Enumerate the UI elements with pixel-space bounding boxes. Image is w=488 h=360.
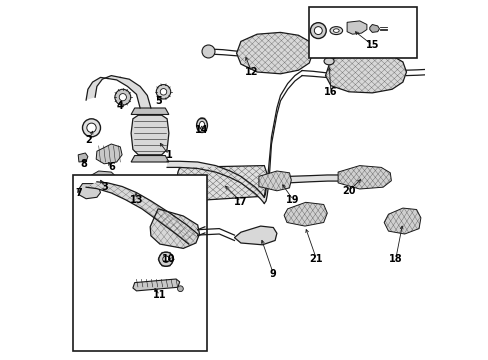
Polygon shape bbox=[131, 108, 168, 114]
Polygon shape bbox=[133, 279, 179, 291]
Text: 1: 1 bbox=[165, 150, 172, 160]
Polygon shape bbox=[369, 24, 379, 32]
Circle shape bbox=[87, 123, 96, 132]
Circle shape bbox=[202, 45, 215, 58]
Text: 17: 17 bbox=[234, 197, 247, 207]
Ellipse shape bbox=[196, 118, 207, 132]
Text: 19: 19 bbox=[286, 195, 299, 205]
Polygon shape bbox=[264, 178, 268, 203]
Polygon shape bbox=[284, 202, 326, 226]
Circle shape bbox=[115, 89, 130, 105]
Circle shape bbox=[132, 187, 137, 193]
Polygon shape bbox=[384, 208, 420, 234]
Text: 12: 12 bbox=[244, 67, 258, 77]
Text: 18: 18 bbox=[388, 254, 402, 264]
Bar bbox=[73, 175, 206, 351]
Polygon shape bbox=[131, 156, 168, 162]
Text: 11: 11 bbox=[153, 290, 166, 300]
Polygon shape bbox=[337, 166, 390, 189]
Text: 4: 4 bbox=[117, 101, 123, 111]
Polygon shape bbox=[325, 52, 406, 93]
Polygon shape bbox=[86, 182, 197, 244]
Ellipse shape bbox=[324, 58, 333, 65]
Text: 10: 10 bbox=[162, 254, 175, 264]
Text: 16: 16 bbox=[324, 87, 337, 97]
Polygon shape bbox=[236, 32, 312, 74]
Circle shape bbox=[82, 119, 101, 137]
Circle shape bbox=[119, 94, 126, 101]
Ellipse shape bbox=[333, 29, 339, 32]
Text: 20: 20 bbox=[342, 186, 355, 196]
Text: 9: 9 bbox=[269, 269, 276, 279]
Polygon shape bbox=[167, 161, 264, 203]
Polygon shape bbox=[258, 171, 291, 191]
Text: 7: 7 bbox=[75, 188, 82, 198]
Text: 3: 3 bbox=[101, 182, 108, 192]
Polygon shape bbox=[78, 153, 88, 162]
Text: 15: 15 bbox=[365, 40, 378, 50]
Text: 14: 14 bbox=[194, 125, 207, 135]
Text: 6: 6 bbox=[108, 162, 115, 172]
Polygon shape bbox=[86, 76, 120, 100]
Circle shape bbox=[156, 85, 170, 99]
Bar bbox=[309, 7, 416, 58]
Polygon shape bbox=[267, 175, 341, 184]
Circle shape bbox=[74, 179, 82, 188]
Polygon shape bbox=[131, 115, 168, 155]
Polygon shape bbox=[88, 171, 117, 184]
Polygon shape bbox=[96, 144, 122, 164]
Ellipse shape bbox=[199, 121, 204, 129]
Circle shape bbox=[128, 183, 141, 196]
Circle shape bbox=[160, 89, 166, 95]
Polygon shape bbox=[346, 21, 366, 34]
Text: 8: 8 bbox=[81, 159, 87, 169]
Circle shape bbox=[177, 286, 183, 292]
Polygon shape bbox=[107, 77, 151, 108]
Text: 5: 5 bbox=[155, 96, 162, 106]
Polygon shape bbox=[150, 209, 199, 248]
Circle shape bbox=[310, 23, 325, 39]
Polygon shape bbox=[234, 226, 276, 245]
Text: 13: 13 bbox=[129, 195, 143, 205]
Circle shape bbox=[159, 252, 173, 266]
Text: 21: 21 bbox=[309, 254, 323, 264]
Ellipse shape bbox=[329, 27, 342, 35]
Ellipse shape bbox=[329, 50, 338, 57]
Polygon shape bbox=[78, 184, 101, 199]
Circle shape bbox=[314, 27, 322, 35]
Text: 2: 2 bbox=[85, 135, 92, 145]
Polygon shape bbox=[176, 166, 267, 202]
Circle shape bbox=[163, 256, 169, 262]
